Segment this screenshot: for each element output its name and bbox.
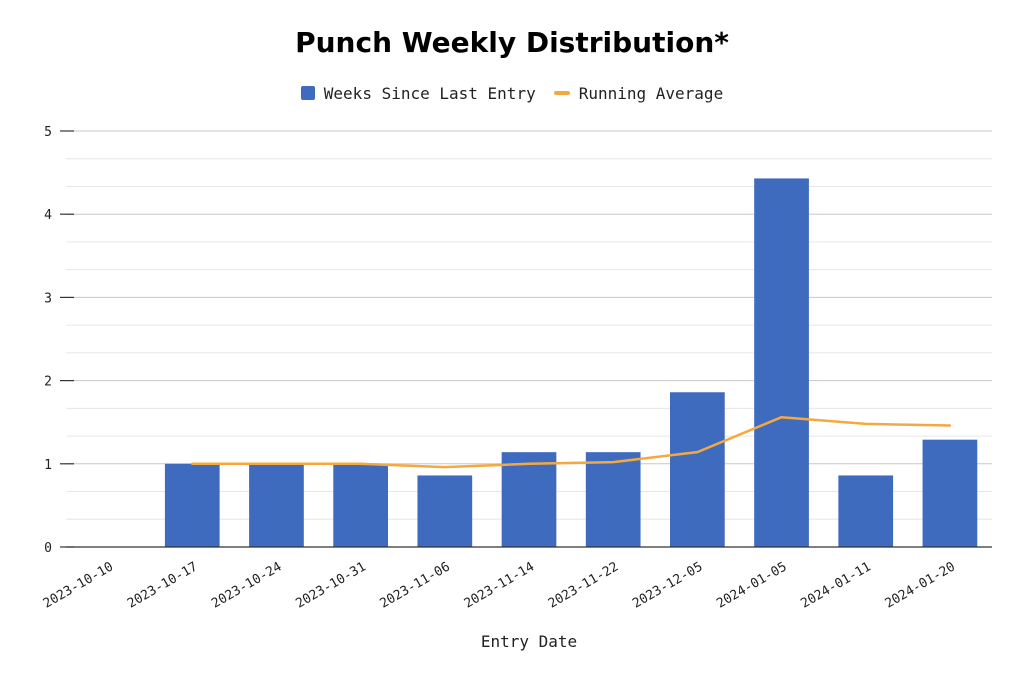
- legend-label-line: Running Average: [578, 83, 724, 103]
- bar[interactable]: [838, 475, 894, 547]
- bar[interactable]: [333, 463, 388, 547]
- gridlines: [66, 130, 992, 548]
- y-tick-label: 4: [44, 208, 52, 223]
- bar[interactable]: [754, 178, 809, 547]
- bar[interactable]: [249, 463, 304, 547]
- x-tick-label: 2023-11-14: [462, 559, 537, 611]
- legend-item-line[interactable]: Running Average: [553, 83, 724, 103]
- y-tick-label: 2: [44, 375, 52, 390]
- x-axis-title: Entry Date: [481, 632, 577, 651]
- legend-swatch-bars: [300, 86, 315, 100]
- chart-title: Punch Weekly Distribution*: [295, 26, 729, 59]
- x-tick-label: 2023-11-06: [378, 559, 453, 611]
- bar[interactable]: [670, 392, 725, 547]
- y-tick-label: 3: [44, 291, 52, 306]
- legend-label-bars: Weeks Since Last Entry: [323, 83, 536, 103]
- x-tick-label: 2023-10-24: [209, 559, 284, 611]
- x-tick-label: 2023-12-05: [630, 559, 705, 611]
- running-average-polyline[interactable]: [191, 415, 952, 469]
- y-tick-label: 1: [44, 458, 52, 473]
- bar[interactable]: [585, 452, 641, 547]
- x-tick-label: 2024-01-11: [798, 559, 873, 611]
- x-tick-label: 2023-10-17: [125, 559, 200, 611]
- y-tick-label: 5: [44, 125, 52, 140]
- x-tick-label: 2023-10-31: [293, 559, 368, 611]
- bar[interactable]: [164, 463, 220, 547]
- bar[interactable]: [501, 452, 557, 547]
- x-tick-label: 2024-01-05: [714, 559, 789, 611]
- bar[interactable]: [417, 475, 473, 547]
- x-tick-label: 2023-11-22: [546, 559, 621, 611]
- bar[interactable]: [922, 439, 978, 547]
- legend: Weeks Since Last Entry Running Average: [0, 82, 1024, 104]
- x-tick-label: 2024-01-20: [883, 559, 958, 611]
- x-tick-label: 2023-10-10: [41, 559, 116, 611]
- legend-item-bars[interactable]: Weeks Since Last Entry: [300, 83, 536, 103]
- running-average-line: [191, 415, 952, 469]
- legend-swatch-line: [553, 91, 570, 95]
- y-tick-label: 0: [44, 541, 52, 556]
- bars: [164, 178, 978, 547]
